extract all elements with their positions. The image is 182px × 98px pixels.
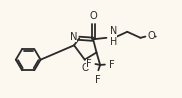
Text: O: O [82,63,90,73]
Text: F: F [86,59,91,69]
Text: F: F [95,75,101,85]
Text: F: F [109,60,115,70]
Text: O: O [147,31,155,41]
Text: N: N [70,32,77,42]
Text: N
H: N H [110,26,117,47]
Text: O: O [89,11,97,21]
